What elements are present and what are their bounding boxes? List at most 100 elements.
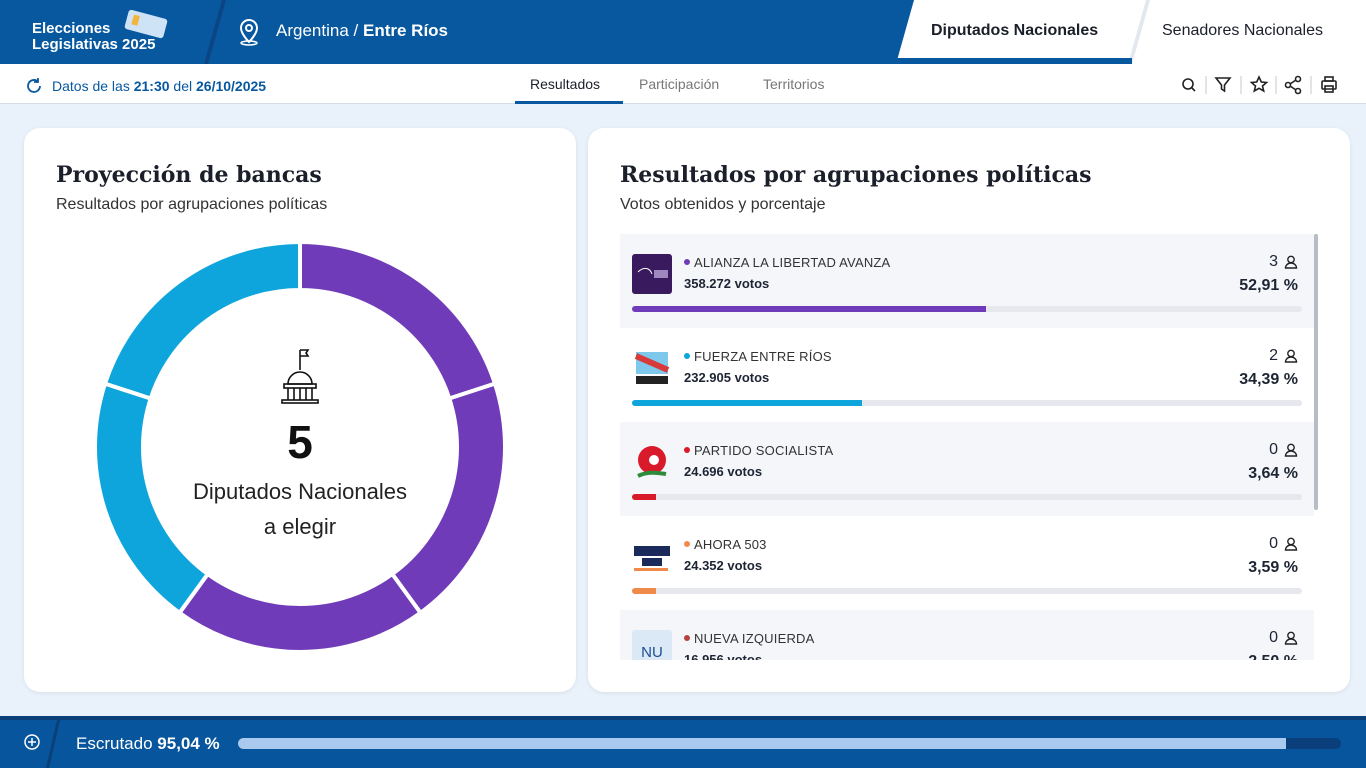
capitol-icon <box>281 349 319 404</box>
party-dot <box>684 447 690 453</box>
date: 26/10/2025 <box>196 78 267 94</box>
party-percent: 2,50 % <box>1248 653 1298 660</box>
subheader: Datos de las 21:30 del 26/10/2025 Result… <box>0 64 1366 104</box>
nav-item[interactable]: Participación <box>639 76 720 92</box>
refresh-icon[interactable] <box>25 77 43 95</box>
time: 21:30 <box>133 78 170 94</box>
party-dot <box>684 259 690 265</box>
province: Entre Ríos <box>362 21 449 40</box>
expand-icon[interactable] <box>22 732 42 752</box>
toolbar <box>1182 75 1337 95</box>
favorite[interactable] <box>1249 75 1269 93</box>
text: Datos de las <box>52 78 130 94</box>
tab[interactable]: Senadores Nacionales <box>1162 22 1323 39</box>
footer: Escrutado 95,04 % <box>0 716 1366 768</box>
seats-caption: a elegir <box>264 514 336 539</box>
party-name: NUEVA IZQUIERDA <box>694 631 815 646</box>
percent-track <box>632 306 1302 312</box>
card-subtitle: Resultados por agrupaciones políticas <box>56 196 328 213</box>
seat-segment <box>102 239 302 402</box>
seat-icon <box>1284 537 1298 551</box>
header: Elecciones Legislativas 2025 Argentina /… <box>0 0 1366 64</box>
filter[interactable] <box>1214 77 1232 93</box>
party-percent: 3,59 % <box>1248 559 1298 576</box>
seat-segment <box>389 381 507 616</box>
card-title: Proyección de bancas <box>56 162 322 188</box>
brand[interactable]: Elecciones Legislativas 2025 <box>32 21 155 53</box>
seats-card: Proyección de bancas Resultados por agru… <box>24 128 576 692</box>
party-percent: 3,64 % <box>1248 465 1298 482</box>
text: Escrutado <box>76 734 153 753</box>
party-row[interactable]: PARTIDO SOCIALISTA 24.696 votos 0 3,64 % <box>620 422 1314 516</box>
party-votes: 232.905 votos <box>684 370 770 385</box>
count-label: Escrutado 95,04 % <box>76 734 220 754</box>
party-name: FUERZA ENTRE RÍOS <box>694 349 832 364</box>
percent-bar <box>632 494 657 500</box>
party-seats: 0 <box>1269 629 1278 646</box>
search[interactable] <box>1182 78 1196 92</box>
percent-track <box>632 494 1302 500</box>
seat-segment <box>298 239 498 402</box>
share[interactable] <box>1284 75 1302 95</box>
timestamp: Datos de las 21:30 del 26/10/2025 <box>52 78 266 94</box>
percent-bar <box>632 588 657 594</box>
party-dot <box>684 635 690 641</box>
party-name: AHORA 503 <box>694 537 767 552</box>
seat-segment <box>176 571 424 654</box>
party-seats: 2 <box>1269 347 1278 364</box>
seat-icon <box>1284 443 1298 457</box>
card-subtitle: Votos obtenidos y porcentaje <box>620 196 826 213</box>
party-dot <box>684 353 690 359</box>
party-votes: 358.272 votos <box>684 276 770 291</box>
divider <box>46 716 61 768</box>
party-row[interactable]: FUERZA ENTRE RÍOS 232.905 votos 2 34,39 % <box>620 328 1314 422</box>
percent-bar <box>632 400 863 406</box>
party-votes: 16.956 votos <box>684 652 763 660</box>
text: del <box>173 78 193 94</box>
party-row[interactable]: ALIANZA LA LIBERTAD AVANZA 358.272 votos 3… <box>620 234 1314 328</box>
brand-line: Legislativas 2025 <box>32 36 156 53</box>
count-bar <box>238 738 1287 749</box>
count-track <box>238 738 1341 749</box>
party-name: PARTIDO SOCIALISTA <box>694 443 834 458</box>
party-seats: 0 <box>1269 441 1278 458</box>
print[interactable] <box>1321 76 1337 93</box>
count-percent: 95,04 % <box>157 734 220 753</box>
party-logo <box>632 254 672 294</box>
party-logo: NU <box>632 630 672 660</box>
seat-icon <box>1284 349 1298 363</box>
nav-item[interactable]: Territorios <box>763 76 825 92</box>
party-votes: 24.696 votos <box>684 464 763 479</box>
seat-segment <box>93 381 211 616</box>
seats-total: 5 <box>287 416 313 468</box>
percent-track <box>632 588 1302 594</box>
seat-icon <box>1284 255 1298 269</box>
seats-caption: Diputados Nacionales <box>193 479 407 504</box>
party-percent: 52,91 % <box>1239 277 1298 294</box>
party-percent: 34,39 % <box>1239 371 1298 388</box>
separator: / <box>353 21 359 40</box>
party-seats: 0 <box>1269 535 1278 552</box>
party-votes: 24.352 votos <box>684 558 763 573</box>
party-dot <box>684 541 690 547</box>
scrollbar[interactable] <box>1314 234 1318 510</box>
divider <box>204 0 226 64</box>
brand-line: Elecciones <box>32 20 111 37</box>
party-logo <box>634 546 670 571</box>
party-logo <box>637 446 667 478</box>
party-row[interactable]: NU NUEVA IZQUIERDA 16.956 votos 0 2,50 % <box>620 610 1314 660</box>
party-logo <box>634 352 670 384</box>
party-row[interactable]: AHORA 503 24.352 votos 0 3,59 % <box>620 516 1314 610</box>
party-name: ALIANZA LA LIBERTAD AVANZA <box>694 255 891 270</box>
card-title: Resultados por agrupaciones políticas <box>620 162 1092 188</box>
country[interactable]: Argentina <box>276 21 349 40</box>
tabs-bg <box>896 0 1366 64</box>
logo-text: NU <box>641 644 663 660</box>
seat-icon <box>1284 631 1298 645</box>
brand-icon <box>124 9 168 39</box>
party-seats: 3 <box>1269 253 1278 270</box>
nav-item-active[interactable]: Resultados <box>530 76 601 92</box>
location-icon <box>239 18 259 46</box>
tab-active[interactable]: Diputados Nacionales <box>931 22 1099 39</box>
nav-underline <box>515 101 623 104</box>
